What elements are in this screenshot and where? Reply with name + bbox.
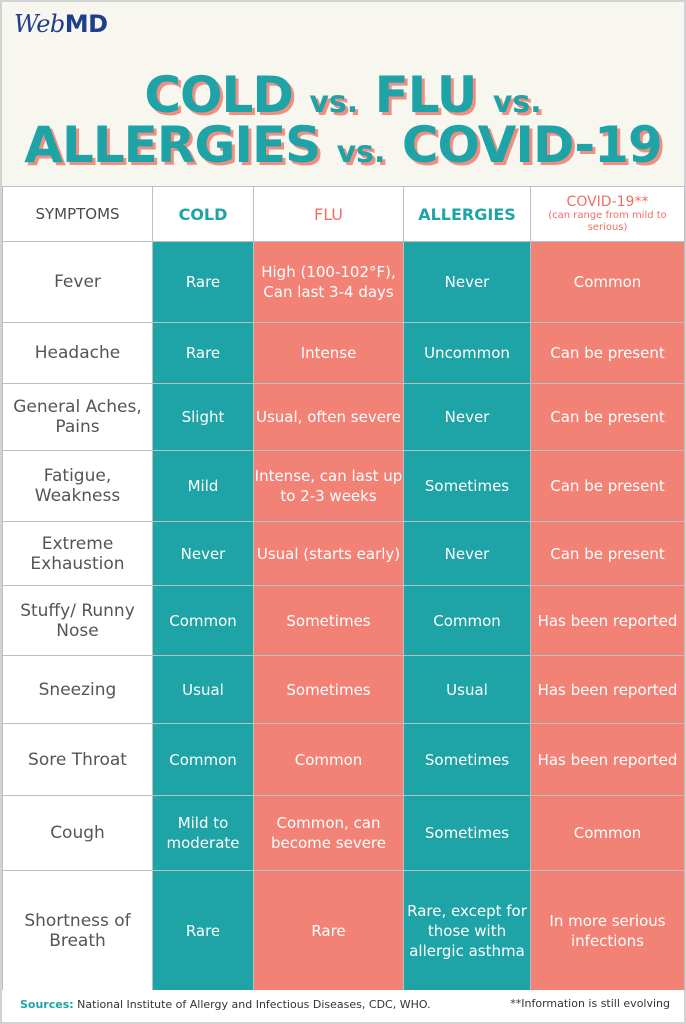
table-row: Sore Throat Common Common Sometimes Has … [2,723,685,796]
header-symptoms: SYMPTOMS [2,186,153,242]
allergies-cell: Never [403,521,531,586]
allergies-cell: Common [403,585,531,656]
covid-cell: In more serious infections [530,870,685,991]
cold-cell: Rare [152,322,254,384]
table-row: Stuffy/ Runny Nose Common Sometimes Comm… [2,585,685,656]
header-cold: COLD [152,186,254,242]
cold-cell: Never [152,521,254,586]
webmd-logo: WebMD [14,10,108,38]
table-row: Sneezing Usual Sometimes Usual Has been … [2,655,685,724]
table-row: Extreme Exhaustion Never Usual (starts e… [2,521,685,586]
symptom-cell: Headache [2,322,153,384]
table-header-row: SYMPTOMS COLD FLU ALLERGIES COVID-19** (… [2,186,685,242]
symptom-cell: Fever [2,241,153,323]
flu-cell: Common [253,723,404,796]
flu-cell: Intense, can last up to 2-3 weeks [253,450,404,522]
title-line-2: ALLERGIES vs. COVID-19 [24,116,662,174]
symptom-cell: Fatigue, Weakness [2,450,153,522]
table-row: Fever Rare High (100-102°F), Can last 3-… [2,241,685,323]
covid-cell: Common [530,241,685,323]
covid-cell: Common [530,795,685,871]
flu-cell: Common, can become severe [253,795,404,871]
symptom-cell: Stuffy/ Runny Nose [2,585,153,656]
covid-cell: Has been reported [530,723,685,796]
table-row: Cough Mild to moderate Common, can becom… [2,795,685,871]
header: WebMD COLD vs. FLU vs. ALLERGIES vs. COV… [2,2,684,186]
allergies-cell: Never [403,241,531,323]
flu-cell: Sometimes [253,585,404,656]
allergies-cell: Usual [403,655,531,724]
footnote: **Information is still evolving [510,997,670,1010]
cold-cell: Usual [152,655,254,724]
symptom-cell: Extreme Exhaustion [2,521,153,586]
table-row: Headache Rare Intense Uncommon Can be pr… [2,322,685,384]
sources: Sources: National Institute of Allergy a… [20,998,431,1011]
allergies-cell: Sometimes [403,450,531,522]
flu-cell: High (100-102°F), Can last 3-4 days [253,241,404,323]
title-line-1: COLD vs. FLU vs. [144,66,542,124]
flu-cell: Sometimes [253,655,404,724]
flu-cell: Usual (starts early) [253,521,404,586]
allergies-cell: Rare, except for those with allergic ast… [403,870,531,991]
comparison-table: SYMPTOMS COLD FLU ALLERGIES COVID-19** (… [2,186,685,991]
table-row: General Aches, Pains Slight Usual, often… [2,383,685,451]
covid-cell: Can be present [530,383,685,451]
covid-cell: Has been reported [530,655,685,724]
cold-cell: Slight [152,383,254,451]
symptom-cell: Sneezing [2,655,153,724]
cold-cell: Mild [152,450,254,522]
footer: Sources: National Institute of Allergy a… [2,990,684,1022]
cold-cell: Rare [152,241,254,323]
cold-cell: Common [152,723,254,796]
table-row: Fatigue, Weakness Mild Intense, can last… [2,450,685,522]
covid-cell: Can be present [530,521,685,586]
header-covid: COVID-19** (can range from mild to serio… [530,186,685,242]
header-flu: FLU [253,186,404,242]
symptom-cell: Cough [2,795,153,871]
allergies-cell: Sometimes [403,795,531,871]
cold-cell: Rare [152,870,254,991]
symptom-cell: Sore Throat [2,723,153,796]
flu-cell: Usual, often severe [253,383,404,451]
symptom-cell: General Aches, Pains [2,383,153,451]
allergies-cell: Sometimes [403,723,531,796]
flu-cell: Intense [253,322,404,384]
symptom-cell: Shortness of Breath [2,870,153,991]
table-row: Shortness of Breath Rare Rare Rare, exce… [2,870,685,991]
allergies-cell: Uncommon [403,322,531,384]
allergies-cell: Never [403,383,531,451]
covid-cell: Can be present [530,322,685,384]
cold-cell: Common [152,585,254,656]
covid-cell: Can be present [530,450,685,522]
covid-cell: Has been reported [530,585,685,656]
cold-cell: Mild to moderate [152,795,254,871]
header-allergies: ALLERGIES [403,186,531,242]
flu-cell: Rare [253,870,404,991]
